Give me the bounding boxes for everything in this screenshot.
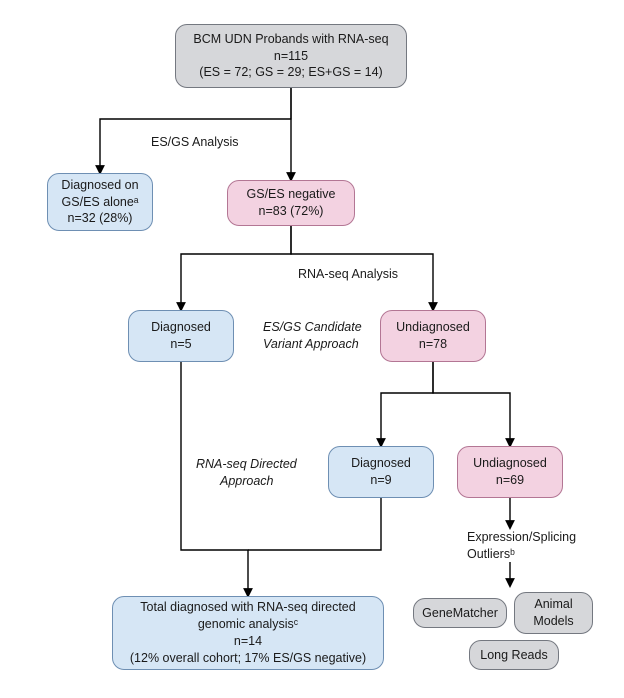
node-am: AnimalModels: [514, 592, 593, 634]
node-undx78-l2: n=78: [419, 336, 447, 353]
node-total-l4: (12% overall cohort; 17% ES/GS negative): [130, 650, 366, 667]
node-undx69-l2: n=69: [496, 472, 524, 489]
node-total: Total diagnosed with RNA-seq directedgen…: [112, 596, 384, 670]
flowchart-canvas: BCM UDN Probands with RNA-seqn=115(ES = …: [0, 0, 624, 698]
label-rnaseq: RNA-seq Analysis: [298, 267, 398, 281]
edge-0: [100, 88, 291, 173]
label-approach1a: ES/GS Candidate: [263, 320, 362, 334]
node-undx78-l1: Undiagnosed: [396, 319, 470, 336]
node-total-l3: n=14: [234, 633, 262, 650]
node-dx5-l2: n=5: [170, 336, 191, 353]
node-dx5-l1: Diagnosed: [151, 319, 211, 336]
node-root-l1: BCM UDN Probands with RNA-seq: [193, 31, 388, 48]
node-am-l1: Animal: [534, 596, 572, 613]
node-root-l3: (ES = 72; GS = 29; ES+GS = 14): [199, 64, 382, 81]
node-undx69: Undiagnosedn=69: [457, 446, 563, 498]
node-dx_alone-l2: GS/ES aloneᵃ: [62, 194, 139, 211]
node-gm-l1: GeneMatcher: [422, 605, 498, 622]
label-approach2a: RNA-seq Directed: [196, 457, 297, 471]
label-outliers2: Outliersᵇ: [467, 547, 515, 561]
node-dx_alone-l1: Diagnosed on: [61, 177, 138, 194]
node-gm: GeneMatcher: [413, 598, 507, 628]
node-neg-l2: n=83 (72%): [259, 203, 324, 220]
label-approach2b: Approach: [220, 474, 274, 488]
edge-4: [381, 362, 433, 446]
node-total-l1: Total diagnosed with RNA-seq directed: [140, 599, 355, 616]
node-neg: GS/ES negativen=83 (72%): [227, 180, 355, 226]
node-dx_alone-l3: n=32 (28%): [68, 210, 133, 227]
node-dx9-l2: n=9: [370, 472, 391, 489]
node-dx9: Diagnosedn=9: [328, 446, 434, 498]
node-dx9-l1: Diagnosed: [351, 455, 411, 472]
edge-2: [181, 226, 291, 310]
node-dx_alone: Diagnosed onGS/ES aloneᵃn=32 (28%): [47, 173, 153, 231]
node-lr: Long Reads: [469, 640, 559, 670]
node-lr-l1: Long Reads: [480, 647, 547, 664]
node-root: BCM UDN Probands with RNA-seqn=115(ES = …: [175, 24, 407, 88]
label-outliers1: Expression/Splicing: [467, 530, 576, 544]
node-total-l2: genomic analysisᶜ: [198, 616, 298, 633]
node-neg-l1: GS/ES negative: [247, 186, 336, 203]
edge-7: [248, 498, 381, 550]
edge-5: [433, 362, 510, 446]
label-esgs: ES/GS Analysis: [151, 135, 239, 149]
node-root-l2: n=115: [274, 48, 308, 65]
node-undx69-l1: Undiagnosed: [473, 455, 547, 472]
node-undx78: Undiagnosedn=78: [380, 310, 486, 362]
node-dx5: Diagnosedn=5: [128, 310, 234, 362]
label-approach1b: Variant Approach: [263, 337, 359, 351]
node-am-l2: Models: [533, 613, 573, 630]
